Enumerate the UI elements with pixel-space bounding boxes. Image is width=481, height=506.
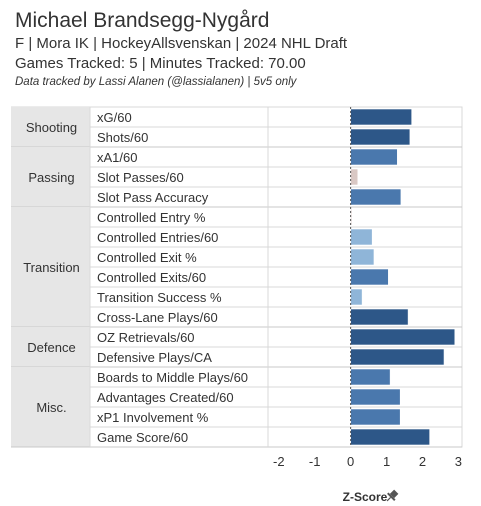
x-tick-label: 0 (347, 454, 354, 469)
bar (350, 368, 391, 386)
bar (350, 328, 456, 346)
metric-label: Advantages Created/60 (97, 390, 234, 405)
metric-label: Cross-Lane Plays/60 (97, 310, 218, 325)
chart-header: Michael Brandsegg-Nygård F | Mora IK | H… (15, 8, 347, 90)
group-cell-bg (11, 327, 90, 367)
metric-label: Slot Passes/60 (97, 170, 184, 185)
bar (350, 108, 413, 126)
x-tick-label: -1 (309, 454, 321, 469)
metric-label: xP1 Involvement % (97, 410, 209, 425)
group-cell-bg (11, 107, 90, 147)
chart-title: Michael Brandsegg-Nygård (15, 9, 270, 32)
bar (350, 308, 409, 326)
bar (350, 228, 373, 246)
bar (350, 428, 430, 446)
metric-label: xG/60 (97, 110, 132, 125)
group-label: Transition (23, 260, 80, 275)
group-label: Shooting (26, 120, 77, 135)
bar (350, 348, 445, 366)
group-label: Passing (28, 170, 74, 185)
metric-label: xA1/60 (97, 150, 137, 165)
metric-label: Slot Pass Accuracy (97, 190, 209, 205)
metric-label: Controlled Exits/60 (97, 270, 206, 285)
group-cell-bg (11, 147, 90, 207)
group-cell-bg (11, 207, 90, 327)
x-axis-label: Z-Score (343, 490, 388, 504)
metric-label: Shots/60 (97, 130, 148, 145)
x-tick-label: 1 (383, 454, 390, 469)
metric-label: Controlled Entry % (97, 210, 206, 225)
chart-subtitle: F | Mora IK | HockeyAllsvenskan | 2024 N… (15, 35, 348, 52)
metric-label: Controlled Entries/60 (97, 230, 218, 245)
bar (350, 188, 402, 206)
games-tracked: Games Tracked: 5 | Minutes Tracked: 70.0… (15, 55, 306, 72)
metric-label: Game Score/60 (97, 430, 188, 445)
group-label: Misc. (36, 400, 66, 415)
group-label: Defence (27, 340, 75, 355)
metric-label: Defensive Plays/CA (97, 350, 212, 365)
bar (350, 388, 401, 406)
metric-label: Transition Success % (97, 290, 222, 305)
x-tick-label: 3 (455, 454, 462, 469)
metric-label: Boards to Middle Plays/60 (97, 370, 248, 385)
data-credit: Data tracked by Lassi Alanen (@lassialan… (15, 76, 297, 88)
bar (350, 148, 398, 166)
bar (350, 288, 363, 306)
bar (350, 268, 389, 286)
bar (350, 168, 359, 186)
bar (350, 408, 401, 426)
x-tick-label: 2 (419, 454, 426, 469)
bar (350, 128, 411, 146)
metric-label: OZ Retrievals/60 (97, 330, 195, 345)
x-tick-label: -2 (273, 454, 285, 469)
metric-label: Controlled Exit % (97, 250, 197, 265)
group-cell-bg (11, 367, 90, 447)
bar (350, 248, 375, 266)
